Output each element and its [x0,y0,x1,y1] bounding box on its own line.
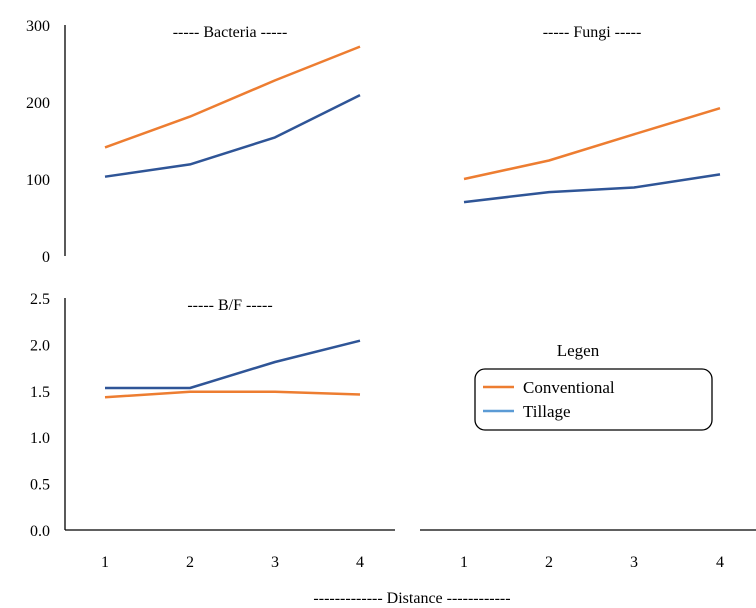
panel-top-right: ----- Fungi ----- [463,24,721,204]
series-line-tillage [463,173,721,204]
y-tick-label: 0.5 [30,477,50,494]
y-tick-label: 300 [26,18,50,35]
y-tick-label: 2.0 [30,337,50,354]
x-tick-label: 4 [716,554,724,571]
panel-bottom-left: 0.0 0.5 1.0 1.5 2.0 2.5 1 2 3 4 ----- B/F ----- [30,291,395,571]
y-tick-label: 0.0 [30,523,50,540]
x-tick-label: 1 [101,554,109,571]
y-tick-label: 2.5 [30,291,50,308]
legend: Legen Conventional Tillage [474,341,713,431]
panel-title: ----- Bacteria ----- [173,24,288,41]
y-tick-label: 1.0 [30,430,50,447]
y-tick-label: 100 [26,172,50,189]
x-tick-label: 2 [545,554,553,571]
y-tick-label: 200 [26,95,50,112]
y-tick-label: 1.5 [30,384,50,401]
panel-bottom-right: 1 2 3 4 [420,529,756,571]
legend-label-tillage: Tillage [523,402,571,421]
series-line-tillage [105,339,361,390]
x-tick-label: 4 [356,554,364,571]
legend-label-conventional: Conventional [523,378,615,397]
x-tick-label: 3 [271,554,279,571]
legend-box [474,368,713,431]
x-axis-label: ------------- Distance ------------ [313,590,510,607]
x-tick-label: 1 [460,554,468,571]
x-tick-label: 3 [630,554,638,571]
panel-title: ----- Fungi ----- [543,24,642,41]
panel-top-left: 0 100 200 300 ----- Bacteria ----- [26,18,361,266]
series-line-conventional [463,107,721,181]
series-line-conventional [104,390,361,399]
series-line-conventional [104,45,361,149]
panel-title: ----- B/F ----- [187,297,272,314]
y-tick-label: 0 [42,249,50,266]
legend-title: Legen [557,341,600,360]
x-tick-label: 2 [186,554,194,571]
series-line-tillage [104,93,361,178]
